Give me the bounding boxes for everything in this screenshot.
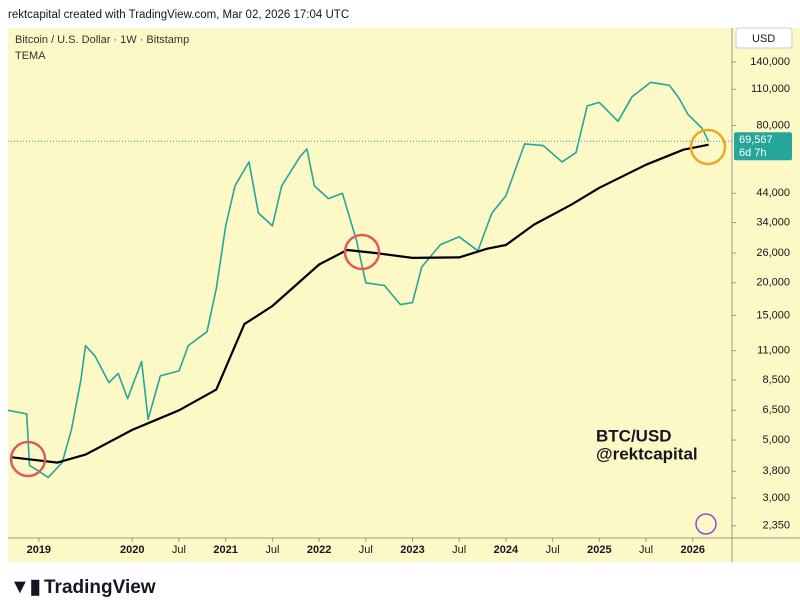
x-tick-label: 2022: [307, 544, 331, 556]
x-tick-label: 2019: [27, 544, 51, 556]
x-tick-label: Jul: [546, 544, 560, 556]
x-tick-label: 2024: [494, 544, 519, 556]
x-tick-label: Jul: [359, 544, 373, 556]
x-tick-label: Jul: [172, 544, 186, 556]
y-tick-label: 3,800: [762, 465, 790, 477]
header: rektcapital created with TradingView.com…: [8, 9, 349, 21]
plot-background: [8, 28, 800, 562]
y-tick-label: 5,000: [762, 434, 790, 446]
y-tick-label: 140,000: [750, 56, 790, 68]
price-line-series: [7, 81, 710, 479]
chart-title: Bitcoin / U.S. Dollar · 1W · Bitstamp: [15, 34, 189, 46]
logo-icon: [695, 513, 717, 535]
y-tick-label: 26,000: [756, 247, 790, 259]
x-tick-label: 2020: [120, 544, 144, 556]
price-label-box: [734, 132, 792, 161]
watermark: BTC/USD: [596, 426, 672, 445]
x-tick-label: 2021: [213, 544, 237, 556]
currency[interactable]: USD: [752, 33, 775, 45]
y-tick-label: 80,000: [756, 119, 790, 131]
y-tick-label: 11,000: [757, 345, 790, 357]
x-tick-label: 2023: [400, 544, 424, 556]
y-tick-label: 2,350: [762, 520, 790, 532]
brand-name: TradingView: [44, 577, 156, 598]
x-tick-label: Jul: [265, 544, 279, 556]
highlight-circle: [343, 233, 381, 271]
y-tick-label: 15,000: [756, 309, 790, 321]
x-tick-label: Jul: [639, 544, 653, 556]
plot: [7, 81, 710, 479]
y-tick-label: 34,000: [756, 216, 790, 228]
y-tick-label: 3,000: [762, 492, 790, 504]
countdown: 6d 7h: [739, 147, 767, 159]
highlight-circle: [689, 128, 727, 166]
x-tick-label: 2025: [587, 544, 611, 556]
currency-box[interactable]: [735, 27, 793, 49]
x-tick-label: Jul: [452, 544, 466, 556]
highlight-circle: [9, 440, 47, 478]
indicator-name: TEMA: [15, 50, 46, 62]
x-tick-label: 2026: [681, 544, 705, 556]
y-tick-label: 110,000: [751, 83, 790, 95]
brand: ▼▮: [10, 576, 41, 598]
brand-mark: ▼▮: [10, 576, 41, 598]
price-label: 69,567: [739, 134, 773, 146]
y-tick-label: 6,500: [762, 404, 790, 416]
y-tick-label: 8,500: [762, 374, 790, 386]
y-tick-label: 44,000: [756, 187, 790, 199]
y-tick-label: 20,000: [756, 277, 790, 289]
watermark: @rektcapital: [596, 444, 698, 463]
tema-line: [10, 143, 709, 464]
